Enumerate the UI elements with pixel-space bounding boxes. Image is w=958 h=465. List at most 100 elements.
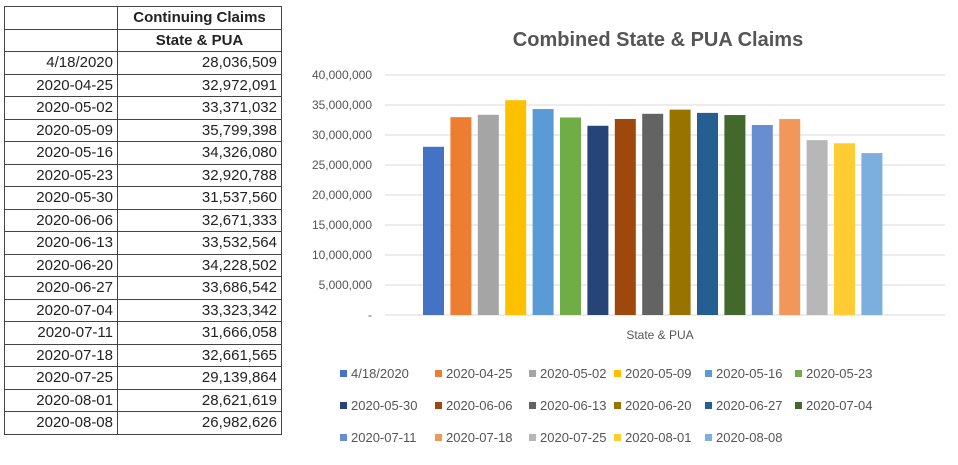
table-row: 2020-06-06 32,671,333 <box>4 208 282 232</box>
date-cell[interactable]: 2020-06-06 <box>4 208 118 232</box>
table-row: 2020-04-25 32,972,091 <box>4 73 282 97</box>
legend-label: 2020-06-06 <box>446 398 513 413</box>
date-cell[interactable]: 2020-05-30 <box>4 186 118 210</box>
table-row: 2020-05-30 31,537,560 <box>4 186 282 210</box>
bar <box>751 125 773 315</box>
bar-chart: Combined State & PUA Claims - 5,000,000 10… <box>312 29 945 445</box>
y-tick-label: 10,000,000 <box>312 248 372 262</box>
date-cell[interactable]: 2020-05-23 <box>4 163 118 187</box>
legend-swatch <box>705 370 712 377</box>
table-row: 2020-05-02 33,371,032 <box>4 96 282 120</box>
claims-cell[interactable]: 34,228,502 <box>117 253 282 277</box>
header-row: Continuing Claims <box>4 6 282 30</box>
category-label: State & PUA <box>626 328 693 342</box>
y-tick-label: 20,000,000 <box>312 188 372 202</box>
bar <box>614 118 636 315</box>
claims-cell[interactable]: 32,671,333 <box>117 208 282 232</box>
bar <box>505 100 527 315</box>
legend-swatch <box>529 434 536 441</box>
bar <box>587 125 609 315</box>
claims-cell[interactable]: 35,799,398 <box>117 118 282 142</box>
legend-swatch <box>705 402 712 409</box>
date-cell[interactable]: 2020-06-13 <box>4 231 118 255</box>
table-row: 2020-06-20 34,228,502 <box>4 253 282 277</box>
claims-cell[interactable]: 31,666,058 <box>117 321 282 345</box>
table-row: 2020-06-13 33,532,564 <box>4 231 282 255</box>
table-row: 2020-08-01 28,621,619 <box>4 388 282 412</box>
y-tick-label: 30,000,000 <box>312 128 372 142</box>
claims-cell[interactable]: 32,661,565 <box>117 343 282 367</box>
claims-cell[interactable]: 34,326,080 <box>117 141 282 165</box>
bar <box>450 117 472 316</box>
date-cell[interactable]: 4/18/2020 <box>4 51 118 75</box>
claims-cell[interactable]: 32,972,091 <box>117 73 282 97</box>
header-blank[interactable] <box>4 6 118 30</box>
date-cell[interactable]: 2020-07-11 <box>4 321 118 345</box>
legend-swatch <box>795 370 802 377</box>
legend-label: 2020-04-25 <box>446 366 513 381</box>
bar <box>477 114 499 316</box>
legend-label: 2020-06-13 <box>540 398 607 413</box>
legend-swatch <box>435 370 442 377</box>
claims-cell[interactable]: 33,323,342 <box>117 298 282 322</box>
legend-label: 4/18/2020 <box>351 366 409 381</box>
table-row: 2020-05-09 35,799,398 <box>4 118 282 142</box>
bar <box>724 115 746 316</box>
table-row: 2020-06-27 33,686,542 <box>4 276 282 300</box>
header-state-pua[interactable]: State & PUA <box>117 28 282 52</box>
legend-label: 2020-05-23 <box>806 366 873 381</box>
legend-label: 2020-05-02 <box>540 366 607 381</box>
legend-swatch <box>435 402 442 409</box>
legend-swatch <box>614 402 621 409</box>
date-cell[interactable]: 2020-08-01 <box>4 388 118 412</box>
claims-table: Continuing Claims State & PUA 4/18/2020 2… <box>4 6 282 435</box>
claims-cell[interactable]: 33,532,564 <box>117 231 282 255</box>
header-continuing-claims[interactable]: Continuing Claims <box>117 6 282 30</box>
date-cell[interactable]: 2020-06-27 <box>4 276 118 300</box>
y-tick-label: 35,000,000 <box>312 98 372 112</box>
legend-label: 2020-06-20 <box>625 398 692 413</box>
chart-title: Combined State & PUA Claims <box>513 29 803 51</box>
claims-cell[interactable]: 32,920,788 <box>117 163 282 187</box>
claims-cell[interactable]: 28,621,619 <box>117 388 282 412</box>
table-row: 2020-07-04 33,323,342 <box>4 298 282 322</box>
legend-label: 2020-07-04 <box>806 398 873 413</box>
date-cell[interactable]: 2020-06-20 <box>4 253 118 277</box>
legend-label: 2020-08-01 <box>625 430 692 445</box>
table-row: 2020-08-08 26,982,626 <box>4 411 282 435</box>
claims-cell[interactable]: 33,686,542 <box>117 276 282 300</box>
y-tick-label: 25,000,000 <box>312 158 372 172</box>
date-cell[interactable]: 2020-07-18 <box>4 343 118 367</box>
legend-swatch <box>705 434 712 441</box>
table-row: 2020-05-23 32,920,788 <box>4 163 282 187</box>
claims-cell[interactable]: 28,036,509 <box>117 51 282 75</box>
legend-swatch <box>614 434 621 441</box>
legend-swatch <box>340 402 347 409</box>
claims-cell[interactable]: 31,537,560 <box>117 186 282 210</box>
table-row: 2020-07-11 31,666,058 <box>4 321 282 345</box>
date-cell[interactable]: 2020-05-02 <box>4 96 118 120</box>
bar <box>669 109 691 315</box>
claims-cell[interactable]: 26,982,626 <box>117 411 282 435</box>
legend-swatch <box>340 434 347 441</box>
y-tick-label: 40,000,000 <box>312 68 372 82</box>
legend-swatch <box>529 402 536 409</box>
header-blank[interactable] <box>4 28 118 52</box>
date-cell[interactable]: 2020-07-25 <box>4 366 118 390</box>
claims-cell[interactable]: 33,371,032 <box>117 96 282 120</box>
bar <box>806 140 828 315</box>
date-cell[interactable]: 2020-08-08 <box>4 411 118 435</box>
legend-label: 2020-08-08 <box>716 430 783 445</box>
bar <box>423 146 444 315</box>
date-cell[interactable]: 2020-04-25 <box>4 73 118 97</box>
date-cell[interactable]: 2020-07-04 <box>4 298 118 322</box>
date-cell[interactable]: 2020-05-16 <box>4 141 118 165</box>
bar <box>697 112 718 316</box>
table-row: 2020-05-16 34,326,080 <box>4 141 282 165</box>
legend-label: 2020-06-27 <box>716 398 783 413</box>
legend-label: 2020-07-18 <box>446 430 513 445</box>
date-cell[interactable]: 2020-05-09 <box>4 118 118 142</box>
table-row: 4/18/2020 28,036,509 <box>4 51 282 75</box>
claims-cell[interactable]: 29,139,864 <box>117 366 282 390</box>
bar <box>532 109 554 315</box>
